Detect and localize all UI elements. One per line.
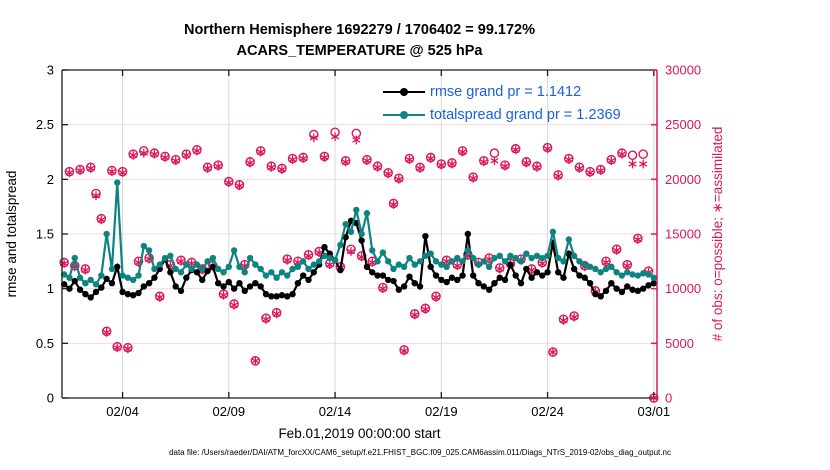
right-axis-label: # of obs: o=possible; ∗=assimilated — [710, 127, 725, 342]
left-tick-label: 1.5 — [36, 227, 54, 242]
right-tick-labels: 0 5000 10000 15000 20000 25000 30000 — [665, 63, 701, 406]
totalspread-series — [60, 179, 658, 288]
x-tick-label: 03/01 — [638, 404, 671, 419]
tick-marks — [62, 69, 657, 399]
chart-title: Northern Hemisphere 1692279 / 1706402 = … — [62, 20, 657, 62]
totalspread-line-sample — [383, 110, 425, 120]
title-line-2: ACARS_TEMPERATURE @ 525 hPa — [236, 43, 483, 59]
right-tick-label: 20000 — [665, 172, 701, 187]
totalspread-marker-icon — [400, 110, 408, 119]
left-tick-label: 0 — [47, 391, 54, 406]
legend: rmse grand pr = 1.1412 totalspread grand… — [383, 80, 621, 126]
x-tick-label: 02/09 — [213, 404, 246, 419]
legend-row-totalspread: totalspread grand pr = 1.2369 — [383, 103, 621, 126]
rmse-marker-icon — [400, 87, 408, 96]
data-file-path: data file: /Users/raeder/DAI/ATM_forcXX/… — [169, 448, 671, 457]
right-tick-label: 5000 — [665, 336, 694, 351]
rmse-line-sample — [383, 87, 425, 97]
right-tick-label: 30000 — [665, 63, 701, 78]
legend-row-rmse: rmse grand pr = 1.1412 — [383, 80, 621, 103]
x-tick-label: 02/04 — [106, 404, 139, 419]
x-axis-label: Feb.01,2019 00:00:00 start — [278, 426, 441, 441]
right-tick-label: 0 — [665, 391, 672, 406]
left-axis-label: rmse and totalspread — [4, 171, 19, 298]
right-tick-label: 15000 — [665, 227, 701, 242]
legend-label-rmse: rmse grand pr = 1.1412 — [430, 83, 582, 100]
x-tick-label: 02/19 — [425, 404, 458, 419]
left-tick-label: 2 — [47, 172, 54, 187]
axis-titles: rmse and totalspread # of obs: o=possible… — [4, 127, 725, 342]
right-tick-label: 25000 — [665, 117, 701, 132]
x-tick-label: 02/14 — [319, 404, 352, 419]
obs-markers — [59, 127, 659, 403]
x-tick-label: 02/24 — [531, 404, 564, 419]
left-tick-label: 2.5 — [36, 117, 54, 132]
title-line-1: Northern Hemisphere 1692279 / 1706402 = … — [183, 22, 536, 38]
left-tick-labels: 0 0.5 1 1.5 2 2.5 3 — [36, 63, 54, 406]
left-tick-label: 0.5 — [36, 336, 54, 351]
right-tick-label: 10000 — [665, 281, 701, 296]
legend-label-totalspread: totalspread grand pr = 1.2369 — [430, 106, 621, 123]
left-tick-label: 3 — [47, 63, 54, 78]
x-tick-labels: 02/04 02/09 02/14 02/19 02/24 03/01 — [106, 404, 670, 419]
left-tick-label: 1 — [47, 281, 54, 296]
